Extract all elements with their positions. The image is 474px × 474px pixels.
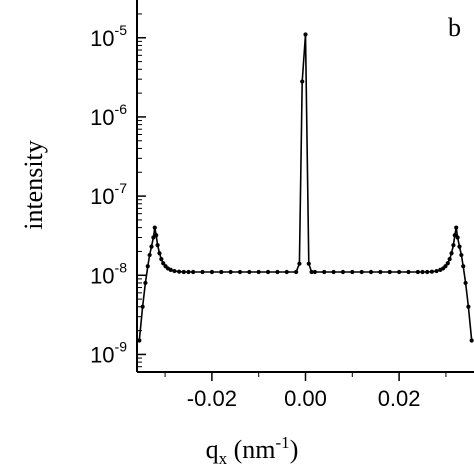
data-point: [177, 269, 182, 274]
y-tick-label: 10-8: [90, 259, 127, 288]
data-point: [181, 269, 186, 275]
data-point: [397, 269, 402, 275]
y-tick-label: 10-6: [90, 101, 127, 130]
data-point: [331, 269, 336, 275]
data-point: [466, 304, 471, 309]
data-point: [457, 244, 462, 249]
x-axis-title-sub: x: [219, 449, 228, 468]
panel-label: b: [448, 13, 461, 42]
data-point: [350, 269, 355, 275]
data-point: [420, 269, 425, 275]
data-point: [161, 261, 166, 266]
data-point: [306, 261, 311, 266]
data-point: [145, 264, 150, 269]
x-axis-title-unit-sup: -1: [276, 433, 290, 452]
data-point: [154, 233, 159, 238]
data-point: [140, 304, 145, 309]
x-tick-label: 0.02: [378, 386, 421, 411]
data-point: [469, 338, 474, 343]
x-axis-title: qx (nm-1): [206, 433, 299, 468]
data-point: [406, 269, 411, 275]
data-point: [143, 280, 148, 286]
data-point: [340, 269, 346, 275]
data-point: [147, 252, 152, 258]
data-point: [447, 257, 452, 262]
data-point: [172, 268, 177, 274]
data-point: [300, 79, 305, 84]
data-point: [359, 269, 364, 275]
data-point: [309, 269, 314, 275]
data-point: [168, 267, 173, 272]
data-point: [137, 338, 142, 343]
data-point: [378, 269, 383, 275]
data-point: [151, 235, 156, 240]
data-point: [443, 264, 448, 269]
data-point: [459, 252, 464, 258]
data-point: [275, 269, 280, 275]
data-point: [425, 269, 430, 275]
data-point: [209, 269, 214, 275]
data-point: [452, 233, 457, 238]
data-point: [219, 269, 224, 275]
data-point: [461, 264, 466, 269]
x-tick-label: 0.00: [284, 386, 327, 411]
data-point: [455, 235, 460, 240]
series-line: [138, 34, 473, 341]
data-point: [303, 32, 308, 37]
data-point: [445, 261, 450, 266]
data-point: [149, 244, 154, 249]
data-point: [186, 269, 191, 275]
data-point: [322, 269, 327, 275]
y-tick-label: 10-9: [90, 338, 127, 367]
y-tick-label: 10-7: [90, 180, 127, 209]
ticks-layer: 10-5 10-6 10-7 10-8 10-9 -0.02 0.00 0.02: [90, 13, 447, 411]
data-point: [312, 269, 317, 275]
x-axis-title-unit-close: ): [290, 435, 299, 464]
data-point: [463, 280, 468, 286]
data-point: [152, 225, 157, 230]
data-point: [449, 251, 454, 256]
data-point: [294, 269, 299, 275]
data-point: [284, 269, 289, 275]
y-tick-label: 10-5: [90, 22, 127, 51]
series-layer: [137, 32, 474, 343]
x-tick-label: -0.02: [187, 386, 237, 411]
data-point: [200, 269, 205, 275]
data-point: [429, 269, 434, 274]
data-point: [247, 269, 252, 275]
x-axis-title-unit-open: (nm: [227, 435, 275, 464]
data-point: [157, 251, 162, 256]
data-point: [159, 257, 164, 262]
data-point: [265, 269, 271, 275]
data-point: [256, 269, 261, 275]
data-point: [191, 269, 196, 275]
data-point: [155, 243, 160, 248]
data-point: [368, 269, 374, 275]
y-axis-title: intensity: [19, 140, 48, 230]
data-point: [228, 269, 233, 275]
data-point: [454, 225, 459, 230]
data-point: [387, 269, 392, 275]
data-point: [434, 268, 439, 274]
x-axis-title-base: q: [206, 435, 219, 464]
data-point: [297, 261, 302, 266]
data-point: [415, 269, 420, 275]
data-point: [237, 269, 243, 275]
data-point: [451, 243, 456, 248]
